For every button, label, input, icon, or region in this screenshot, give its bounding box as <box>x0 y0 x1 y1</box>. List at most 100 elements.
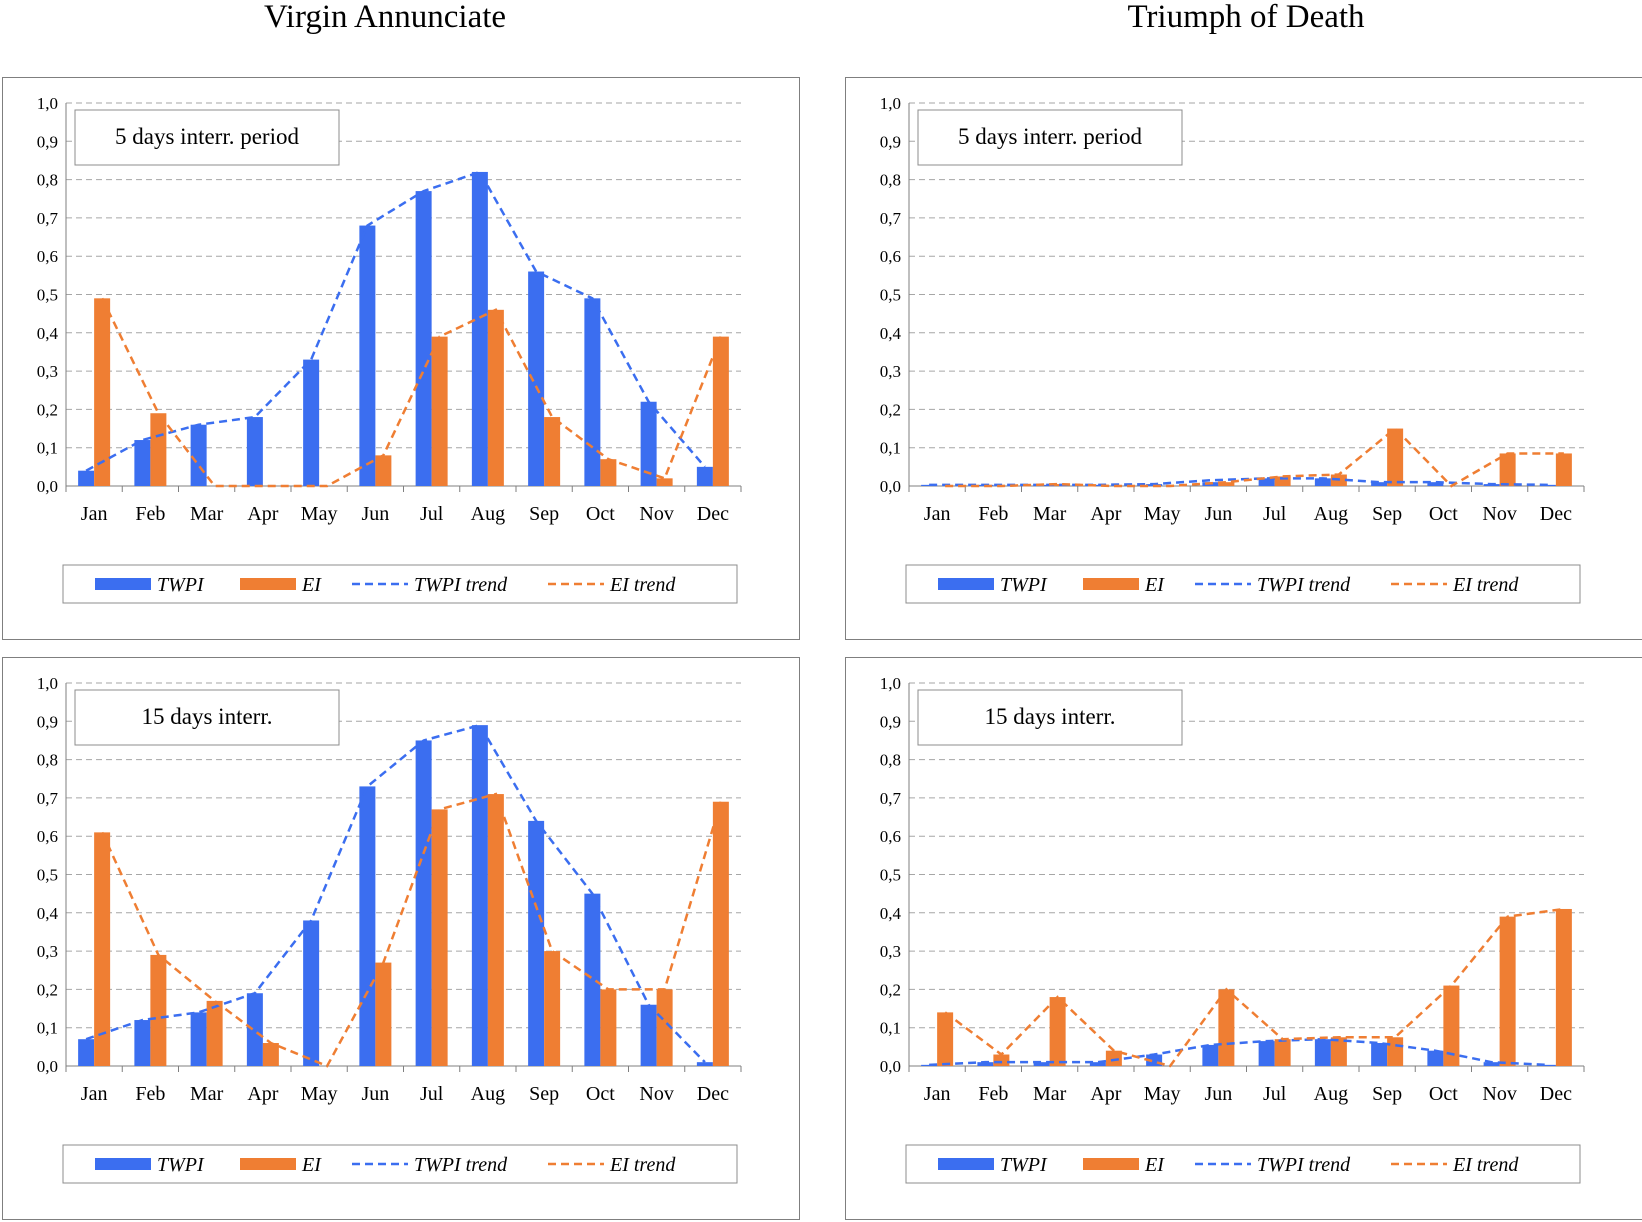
chart-3-legend-swatch <box>1083 1158 1139 1170</box>
chart-1-x-tick-label: Dec <box>1540 503 1572 525</box>
chart-3-x-tick-label: Aug <box>1314 1083 1348 1105</box>
chart-2-x-tick-label: Feb <box>135 1083 165 1105</box>
chart-2-bar-twpi <box>528 820 545 1066</box>
chart-2-bar-ei <box>206 1000 223 1066</box>
chart-svg: 0,0 0,1 0,2 0,3 0,4 0,5 0,6 0,7 0,8 0,9 1,0 Jan Feb M… <box>37 94 742 604</box>
chart-3-y-tick-label: 0,9 <box>880 712 901 731</box>
chart-0-bar-twpi <box>78 470 95 486</box>
chart-3-bar-twpi <box>1033 1062 1050 1066</box>
chart-2-y-tick-label: 0,2 <box>37 980 58 999</box>
chart-1-line-ei-trend <box>945 426 1564 488</box>
chart-3-y-tick-label: 0,2 <box>880 980 901 999</box>
chart-0-y-tick-label: 0,1 <box>37 439 58 458</box>
chart-3-bar-twpi <box>1483 1062 1500 1066</box>
chart-2-legend-box <box>62 1144 738 1184</box>
chart-0-x-tick-label: Nov <box>639 503 673 525</box>
chart-3-y-tick-label: 0,7 <box>880 789 902 808</box>
chart-1-y-tick-label: 0,8 <box>880 171 901 190</box>
chart-1-y-tick-label: 0,6 <box>880 247 901 266</box>
chart-svg: 0,0 0,1 0,2 0,3 0,4 0,5 0,6 0,7 0,8 0,9 1,0 Jan Feb M… <box>880 674 1585 1184</box>
chart-2-legend-label: TWPI <box>157 1154 205 1176</box>
chart-3-y-tick-label: 0,4 <box>880 904 902 923</box>
chart-2-x-tick-label: Apr <box>247 1083 278 1105</box>
chart-2-x-tick-label: May <box>301 1083 338 1105</box>
chart-1-x-tick-label: Nov <box>1482 503 1516 525</box>
chart-2-bar-ei <box>431 809 448 1066</box>
chart-3-x-tick-label: Nov <box>1482 1083 1516 1105</box>
chart-1-x-tick-label: Sep <box>1372 503 1402 525</box>
chart-1-y-tick-label: 0,4 <box>880 324 902 343</box>
chart-1-x-tick-label: May <box>1144 503 1181 525</box>
chart-3-bar-ei <box>937 1012 954 1066</box>
chart-2-x-tick-label: Nov <box>639 1083 673 1105</box>
chart-3-x-tick-label: Jun <box>1204 1083 1232 1105</box>
chart-2-bar-twpi <box>246 993 263 1066</box>
chart-1-bar-twpi <box>1089 484 1106 486</box>
chart-1-bar-twpi <box>1258 478 1275 486</box>
chart-2-bar-twpi <box>190 1012 207 1066</box>
chart-panel-triumph-5days: 0,0 0,1 0,2 0,3 0,4 0,5 0,6 0,7 0,8 0,9 1,0 Jan Feb M… <box>845 77 1642 640</box>
chart-3-bar-twpi <box>977 1062 994 1066</box>
chart-1-bar-ei <box>1218 482 1235 486</box>
chart-3-x-tick-label: Feb <box>978 1083 1008 1105</box>
chart-2-bar-twpi <box>696 1062 713 1066</box>
chart-3-x-tick-label: Sep <box>1372 1083 1402 1105</box>
chart-0-x-tick-label: Dec <box>697 503 729 525</box>
chart-2-bar-twpi <box>134 1020 151 1066</box>
chart-1-y-tick-label: 0,9 <box>880 132 901 151</box>
chart-0-bar-ei <box>375 455 392 486</box>
chart-2-x-tick-label: Jan <box>81 1083 108 1105</box>
chart-1-x-tick-label: Jul <box>1263 503 1287 525</box>
chart-1-y-tick-label: 0,5 <box>880 286 901 305</box>
chart-2-bar-twpi <box>471 725 488 1066</box>
chart-1-legend-swatch <box>1083 578 1139 590</box>
chart-2-legend-label: EI <box>301 1154 322 1176</box>
chart-1-bar-ei <box>1499 453 1516 486</box>
chart-0-x-tick-label: Aug <box>471 503 505 525</box>
chart-0-legend-label: TWPI trend <box>414 574 508 596</box>
chart-0-x-tick-label: Mar <box>190 503 224 525</box>
chart-3-inset-label: 15 days interr. <box>985 704 1116 729</box>
chart-2-bar-ei <box>600 989 617 1066</box>
chart-3-bar-ei <box>1555 908 1572 1066</box>
chart-0-y-tick-label: 0,3 <box>37 362 58 381</box>
chart-2-y-tick-label: 0,1 <box>37 1019 58 1038</box>
chart-3-y-tick-label: 1,0 <box>880 674 901 693</box>
chart-0-x-tick-label: Feb <box>135 503 165 525</box>
chart-3-bar-twpi <box>921 1064 938 1066</box>
chart-3-x-tick-label: Oct <box>1429 1083 1458 1105</box>
chart-0-y-tick-label: 0,5 <box>37 286 58 305</box>
chart-1-y-tick-label: 1,0 <box>880 94 901 113</box>
chart-1-y-tick-label: 0,7 <box>880 209 902 228</box>
chart-2-y-tick-label: 0,5 <box>37 866 58 885</box>
chart-2-y-tick-label: 0,6 <box>37 827 58 846</box>
chart-0-legend-label: EI trend <box>609 574 676 596</box>
chart-2-line-twpi-trend <box>85 723 706 1064</box>
chart-3-bar-twpi <box>1371 1043 1388 1066</box>
chart-0-bar-ei <box>431 336 448 486</box>
chart-0-bar-ei <box>150 413 167 486</box>
chart-0-bar-twpi <box>415 191 432 486</box>
chart-1-bar-twpi <box>1427 482 1444 486</box>
chart-0-bar-twpi <box>190 424 207 486</box>
chart-3-legend-label: EI <box>1144 1154 1165 1176</box>
chart-3-y-tick-label: 0,5 <box>880 866 901 885</box>
chart-2-bar-ei <box>375 962 392 1066</box>
chart-1-y-tick-label: 0,2 <box>880 400 901 419</box>
chart-3-bar-ei <box>993 1054 1010 1066</box>
chart-3-bar-twpi <box>1314 1039 1331 1066</box>
chart-0-bar-twpi <box>696 466 713 486</box>
chart-2-bar-twpi <box>640 1004 657 1066</box>
chart-2-bar-ei <box>712 801 729 1066</box>
chart-3-x-tick-label: Apr <box>1090 1083 1121 1105</box>
chart-1-y-tick-label: 0,3 <box>880 362 901 381</box>
chart-0-x-tick-label: Sep <box>529 503 559 525</box>
chart-1-x-tick-label: Jun <box>1204 503 1232 525</box>
chart-0-bar-twpi <box>359 225 376 486</box>
chart-1-legend-box <box>905 564 1581 604</box>
chart-3-bar-ei <box>1218 989 1235 1066</box>
chart-0-legend-label: TWPI <box>157 574 205 596</box>
chart-0-legend-label: EI <box>301 574 322 596</box>
chart-3-x-tick-label: Mar <box>1033 1083 1067 1105</box>
chart-1-bar-twpi <box>1314 478 1331 486</box>
